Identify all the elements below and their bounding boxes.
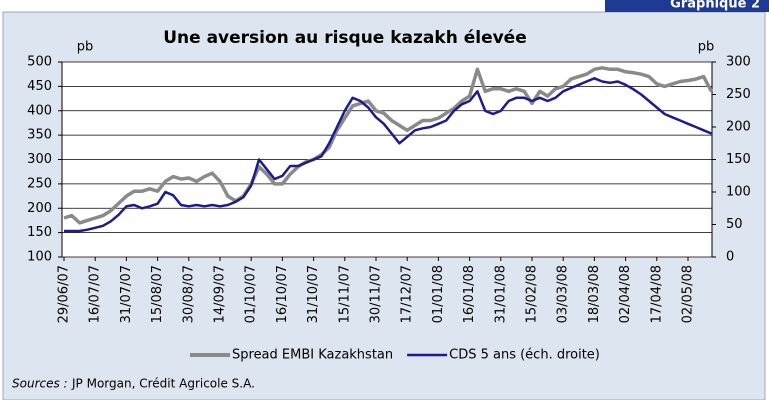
x-tick-label: 18/03/08 bbox=[587, 265, 602, 323]
x-tick-label: 30/11/07 bbox=[369, 265, 384, 323]
y2-tick-label: 200 bbox=[726, 120, 751, 135]
x-tick-label: 16/10/07 bbox=[275, 265, 290, 323]
y2-axis-label: pb bbox=[698, 40, 715, 55]
chart-title: Une aversion au risque kazakh élevée bbox=[163, 28, 527, 48]
source: JP Morgan, Crédit Agricole S.A. bbox=[71, 377, 255, 391]
x-tick-label: 02/04/08 bbox=[618, 265, 633, 323]
y-tick-label: 100 bbox=[27, 250, 52, 265]
y-tick-label: 400 bbox=[27, 103, 52, 118]
x-tick-label: 01/10/07 bbox=[244, 265, 259, 323]
line bbox=[64, 77, 712, 233]
legend-label: Spread EMBI Kazakhstan bbox=[232, 348, 393, 363]
badge: Graphique 2 bbox=[670, 0, 760, 12]
x-tick-label: 14/09/07 bbox=[213, 265, 228, 323]
y-tick-label: 150 bbox=[27, 225, 52, 240]
y-tick-label: 500 bbox=[27, 55, 52, 70]
x-tick-label: 30/08/07 bbox=[181, 265, 196, 323]
y2-tick-label: 100 bbox=[726, 185, 751, 200]
y-tick-label: 450 bbox=[27, 79, 52, 94]
x-tick-label: 29/06/07 bbox=[57, 265, 72, 323]
y-tick-label: 250 bbox=[27, 176, 52, 191]
x-tick-label: 15/11/07 bbox=[337, 265, 352, 323]
x-tick-label: 17/04/08 bbox=[649, 265, 664, 323]
badge-box bbox=[605, 0, 769, 12]
y-axis-label: pb bbox=[77, 40, 94, 55]
y2-tick-label: 50 bbox=[726, 217, 743, 232]
y2-tick-label: 250 bbox=[726, 87, 751, 102]
y2-tick-label: 300 bbox=[726, 55, 751, 70]
x-tick-label: 31/01/08 bbox=[493, 265, 508, 323]
y-tick-label: 200 bbox=[27, 201, 52, 216]
legend-label: CDS 5 ans (éch. droite) bbox=[449, 348, 600, 363]
x-tick-label: 01/01/08 bbox=[431, 265, 446, 323]
x-tick-label: 16/01/08 bbox=[462, 265, 477, 323]
y2-tick-label: 150 bbox=[726, 152, 751, 167]
y-tick-label: 350 bbox=[27, 128, 52, 143]
x-tick-label: 03/03/08 bbox=[556, 265, 571, 323]
x-tick-label: 02/05/08 bbox=[681, 265, 696, 323]
y-tick-label: 300 bbox=[27, 152, 52, 167]
source-label: Sources : bbox=[12, 377, 68, 391]
x-tick-label: 31/10/07 bbox=[306, 265, 321, 323]
y2-tick-label: 0 bbox=[726, 250, 734, 265]
line bbox=[63, 66, 713, 225]
x-tick-label: 15/02/08 bbox=[525, 265, 540, 323]
x-tick-label: 15/08/07 bbox=[150, 265, 165, 323]
x-tick-label: 17/12/07 bbox=[400, 265, 415, 323]
x-tick-label: 31/07/07 bbox=[119, 265, 134, 323]
x-tick-label: 16/07/07 bbox=[88, 265, 103, 323]
